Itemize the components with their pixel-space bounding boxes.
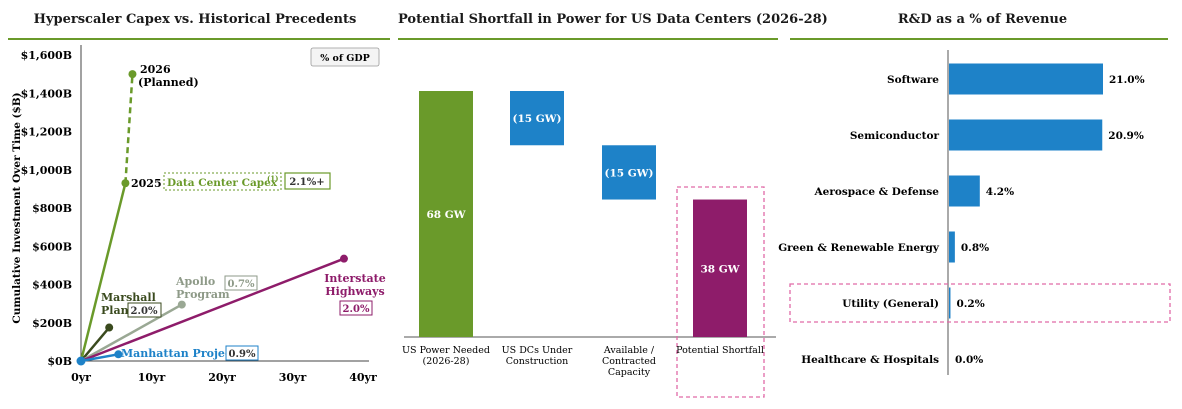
capex-y-tick-label: $0B xyxy=(47,355,72,368)
power-category-label: (2026-28) xyxy=(423,356,470,367)
series-line xyxy=(80,303,183,363)
power-category-label: Capacity xyxy=(608,367,651,378)
marshall-label-2: Plan xyxy=(101,304,129,317)
apollo-label-2: Program xyxy=(176,288,230,301)
label-2026: 2026 xyxy=(140,63,171,76)
power-bar xyxy=(510,91,564,146)
capex-y-tick-label: $1,600B xyxy=(21,49,72,62)
label-2025: 2025 xyxy=(131,177,162,190)
dc-capex-pct: 2.1%+ xyxy=(289,177,324,188)
gdp-badge-label: % of GDP xyxy=(320,53,370,64)
capex-x-tick-label: 40yr xyxy=(349,371,377,384)
gdp-badge xyxy=(310,47,380,67)
rnd-chart-title: R&D as a % of Revenue xyxy=(897,12,1068,27)
capex-x-tick-label: 20yr xyxy=(208,371,236,384)
power-bar-value-label: 68 GW xyxy=(426,209,465,221)
power-category-label: US DCs Under xyxy=(502,345,573,356)
rnd-bar xyxy=(949,287,951,319)
power-bar xyxy=(419,91,473,337)
power-chart-title: Potential Shortfall in Power for US Data… xyxy=(398,12,828,27)
rnd-value-label: 0.0% xyxy=(955,354,983,366)
rnd-title-rule xyxy=(790,38,1168,40)
series-end-point xyxy=(339,254,348,263)
rnd-category-label: Utility (General) xyxy=(842,298,939,310)
rnd-value-label: 20.9% xyxy=(1108,130,1144,142)
rnd-category-label: Healthcare & Hospitals xyxy=(801,354,939,366)
capex-y-tick-label: $1,000B xyxy=(21,164,72,177)
manhattan-pct: 0.9% xyxy=(229,349,256,360)
capex-chart-title: Hyperscaler Capex vs. Historical Precede… xyxy=(33,12,357,27)
capex-y-tick-label: $1,200B xyxy=(21,126,72,139)
power-category-label: Construction xyxy=(506,356,568,367)
marshall-pct-box xyxy=(127,302,162,318)
capex-y-tick-label: $200B xyxy=(32,317,72,330)
power-category-label: Available / xyxy=(603,345,655,356)
capex-y-tick-label: $1,400B xyxy=(21,87,72,100)
utility-highlight-box xyxy=(789,283,1171,323)
series-line xyxy=(80,257,345,363)
rnd-bar xyxy=(949,175,980,207)
series-line xyxy=(80,326,111,362)
manhattan-label: Manhattan Project xyxy=(121,347,238,360)
rnd-value-label: 21.0% xyxy=(1109,74,1145,86)
series-end-point xyxy=(128,70,137,79)
rnd-category-label: Aerospace & Defense xyxy=(814,186,940,198)
rnd-category-label: Semiconductor xyxy=(850,130,940,142)
interstate-pct: 2.0% xyxy=(343,304,370,315)
dc-capex-label: Data Center Capex xyxy=(167,177,278,189)
power-category-label: US Power Needed xyxy=(402,345,490,356)
series-line xyxy=(124,74,134,184)
power-title-rule xyxy=(398,38,778,40)
rnd-category-label: Software xyxy=(887,74,939,86)
manhattan-pct-box xyxy=(225,345,259,361)
apollo-label-1: Apollo xyxy=(175,275,215,288)
series-end-point xyxy=(105,323,114,332)
interstate-label-2: Highways xyxy=(325,285,384,298)
power-bar-value-label: 38 GW xyxy=(700,263,739,275)
rnd-bar xyxy=(949,63,1103,95)
marshall-pct: 2.0% xyxy=(131,306,158,317)
dc-capex-box xyxy=(163,172,282,191)
capex-x-tick-label: 0yr xyxy=(71,371,91,384)
label-planned: (Planned) xyxy=(138,76,199,89)
power-bar xyxy=(693,199,747,337)
capex-y-tick-label: $800B xyxy=(32,202,72,215)
rnd-bar xyxy=(949,231,955,263)
apollo-pct: 0.7% xyxy=(228,279,255,290)
interstate-label-1: Interstate xyxy=(324,272,386,285)
series-line xyxy=(79,182,127,362)
shortfall-highlight-box xyxy=(676,186,765,398)
rnd-category-label: Green & Renewable Energy xyxy=(778,242,940,254)
apollo-pct-box xyxy=(224,275,258,291)
capex-title-rule xyxy=(8,38,390,40)
rnd-value-label: 0.8% xyxy=(961,242,989,254)
marshall-label-1: Marshall xyxy=(101,291,156,304)
series-end-point xyxy=(177,300,186,309)
power-bar-value-label: (15 GW) xyxy=(513,113,562,125)
power-bar xyxy=(602,145,656,200)
power-bar-value-label: (15 GW) xyxy=(605,167,654,179)
series-end-point xyxy=(114,350,123,359)
capex-y-tick-label: $600B xyxy=(32,240,72,253)
capex-x-tick-label: 30yr xyxy=(279,371,307,384)
dc-capex-footnote: (1) xyxy=(267,174,279,183)
power-category-label: Contracted xyxy=(602,356,656,367)
rnd-value-label: 4.2% xyxy=(986,186,1014,198)
rnd-value-label: 0.2% xyxy=(956,298,984,310)
capex-y-axis-label: Cumulative Investment Over Time ($B) xyxy=(11,92,23,323)
series-line xyxy=(80,353,119,363)
capex-y-tick-label: $400B xyxy=(32,279,72,292)
power-category-label: Potential Shortfall xyxy=(676,345,764,356)
dc-capex-pct-box xyxy=(284,172,331,190)
series-origin-point xyxy=(76,356,86,366)
interstate-pct-box xyxy=(339,300,373,316)
rnd-bar xyxy=(949,119,1103,151)
capex-x-tick-label: 10yr xyxy=(138,371,166,384)
